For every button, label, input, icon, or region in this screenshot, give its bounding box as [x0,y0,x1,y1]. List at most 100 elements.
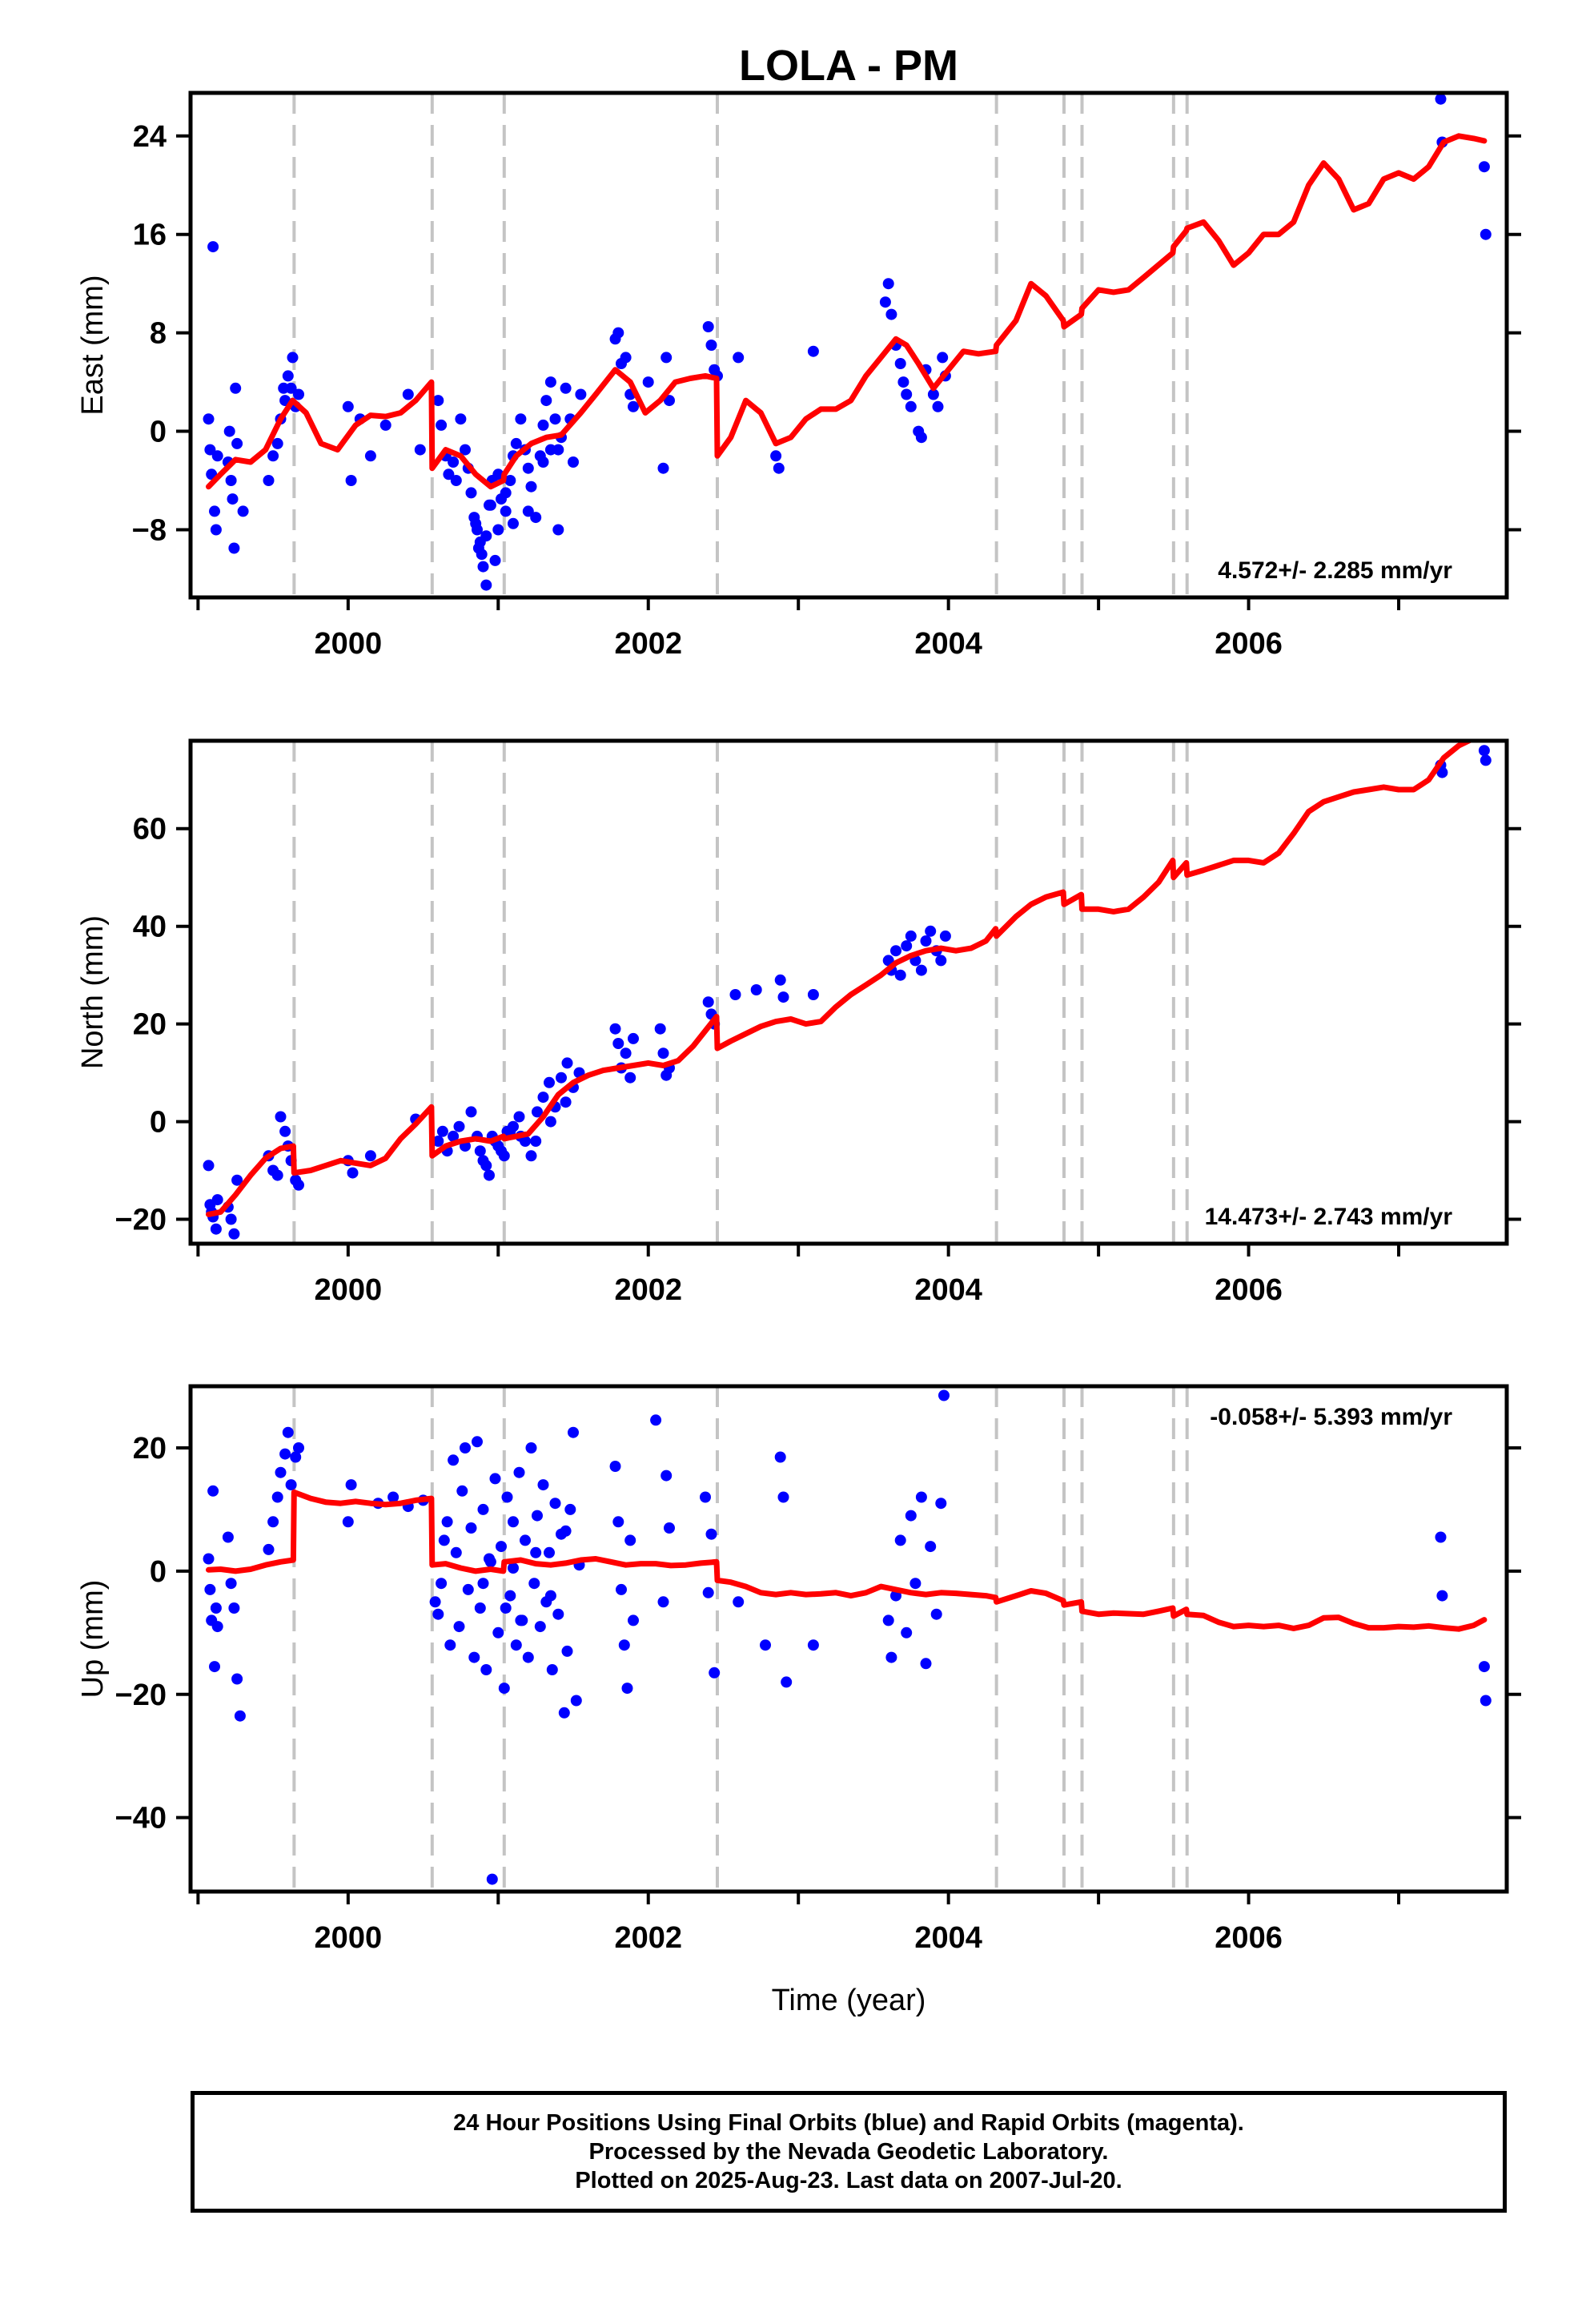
data-point [293,388,304,400]
data-point [432,1608,444,1620]
data-point [453,1120,465,1132]
data-point [733,1596,745,1608]
data-point [237,505,249,517]
data-point [230,382,242,394]
data-point [938,1389,950,1401]
data-point [939,930,951,942]
data-point [504,475,516,486]
data-point [285,1479,297,1491]
x-tick-label: 2000 [315,1921,383,1955]
data-point [552,1608,564,1620]
data-point [774,1451,786,1463]
data-point [620,352,632,364]
data-point [709,1667,721,1679]
data-point [432,1136,444,1147]
data-point [932,400,944,412]
data-point [897,376,909,388]
data-point [552,524,564,536]
data-point [525,1150,537,1162]
data-point [477,561,489,573]
data-point [492,524,504,536]
data-point [560,1096,572,1108]
data-point [702,321,714,332]
y-tick-label: −20 [115,1679,167,1712]
data-point [544,376,556,388]
data-point [705,340,717,351]
data-point [228,1602,240,1614]
data-point [549,1498,561,1510]
data-point [207,241,219,253]
data-point [477,1578,489,1590]
y-tick-label: 20 [133,1008,167,1042]
data-point [770,450,782,462]
data-point [513,1111,525,1123]
data-point [532,1510,543,1522]
data-point [901,388,913,400]
x-tick-label: 2004 [914,627,982,661]
rate-annotation: -0.058+/- 5.393 mm/yr [1210,1404,1452,1430]
data-point [474,1602,486,1614]
data-point [228,1228,240,1240]
data-point [513,1466,525,1478]
data-point [225,475,237,486]
data-point [448,456,460,468]
data-point [387,1491,400,1503]
data-point [901,1626,913,1638]
x-tick-label: 2004 [914,1921,982,1955]
data-point [209,505,220,517]
data-point [515,1614,527,1626]
data-point [438,1534,450,1546]
data-point [263,475,275,486]
data-point [345,475,357,486]
data-point [222,1531,234,1543]
data-point [642,376,654,388]
data-point [429,1596,441,1608]
data-point [568,456,579,468]
y-tick-label: 40 [133,911,167,944]
data-point [379,419,391,431]
footer-notes: 24 Hour Positions Using Final Orbits (bl… [191,2091,1507,2213]
data-point [275,1111,287,1123]
data-point [402,388,414,400]
y-axis-label: East (mm) [76,275,110,415]
x-tick-label: 2006 [1215,1921,1283,1955]
data-point [462,1583,474,1595]
x-tick-label: 2000 [315,627,383,661]
y-tick-label: 16 [133,219,167,252]
x-tick-label: 2002 [614,1273,682,1307]
data-point [729,989,741,1000]
data-point [448,1454,460,1466]
data-point [657,462,669,474]
data-point [537,1479,549,1491]
model-fit-line [206,741,1476,1217]
data-point [616,1583,627,1595]
data-point [480,530,492,542]
y-tick-label: 0 [150,1555,167,1589]
data-point [570,1695,582,1707]
data-point [480,1664,492,1675]
data-point [546,1664,558,1675]
data-point [624,1072,636,1084]
data-point [211,1194,223,1206]
data-point [211,450,223,462]
y-tick-label: 0 [150,1106,167,1140]
data-point [628,1032,639,1044]
data-point [657,1047,669,1059]
panel-east: −8 0 8 16 24 2000 2002 2004 2006 East (mm) 4.572+/… [76,90,1521,661]
data-point [544,1076,555,1088]
data-point [532,1106,543,1118]
data-point [267,1516,279,1528]
model-fit-line [206,1489,1488,1632]
data-point [1435,93,1447,105]
data-point [210,1223,222,1235]
data-point [492,1140,504,1152]
data-point [225,1213,237,1225]
data-point [879,296,891,308]
data-point [210,1602,222,1614]
data-point [935,955,947,967]
data-point [937,352,949,364]
data-point [561,1645,573,1657]
data-point [500,505,512,517]
data-point [480,1160,492,1172]
